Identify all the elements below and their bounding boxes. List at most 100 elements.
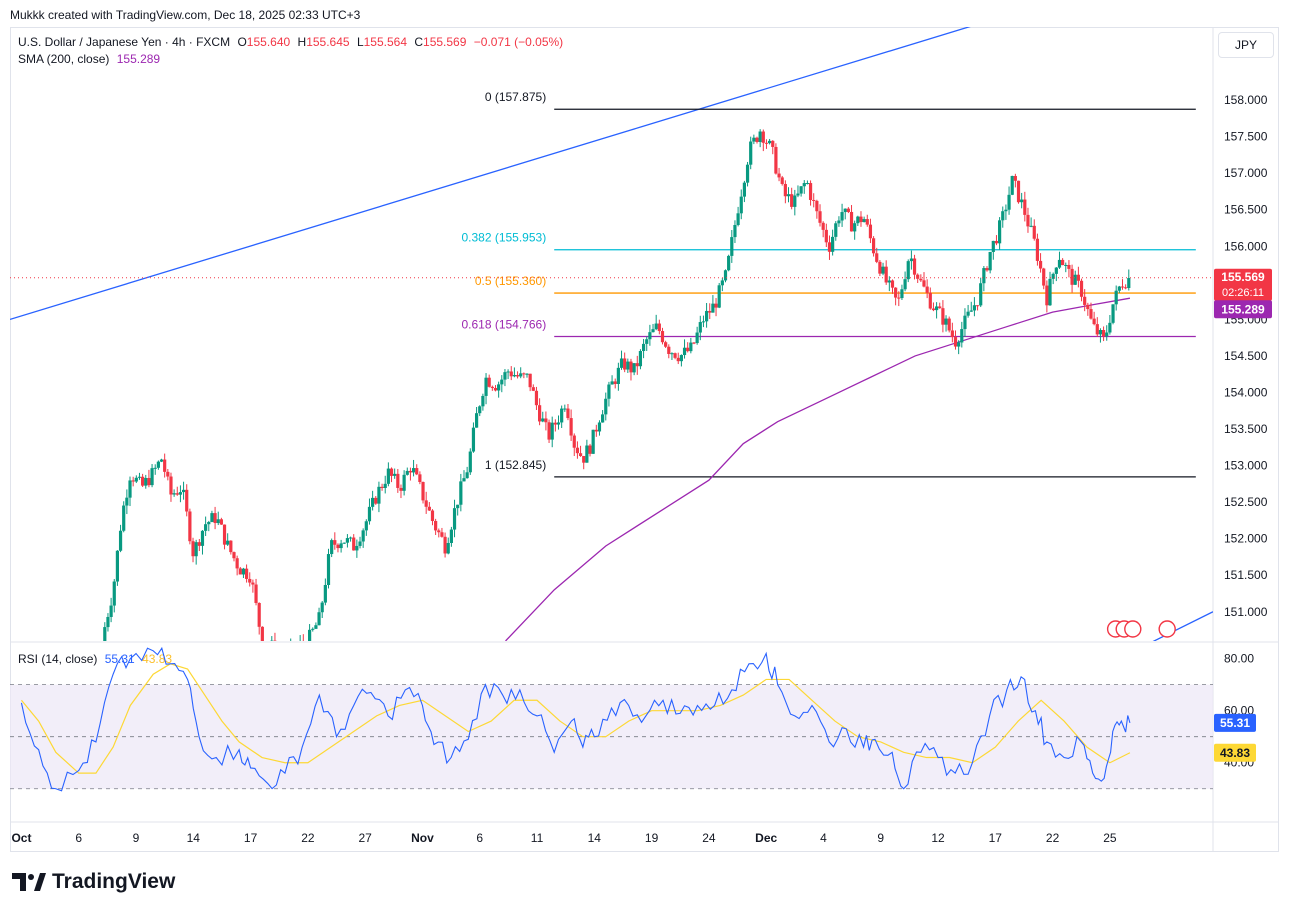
low-value: L155.564 — [356, 35, 408, 49]
candle-body — [865, 219, 869, 225]
price-tick-label: 152.500 — [1224, 495, 1268, 509]
price-tick-label: 152.000 — [1224, 532, 1268, 546]
bar-countdown: 02:26:11 — [1222, 287, 1264, 299]
fib-level-label: 1 (152.845) — [485, 458, 546, 472]
candle-body — [506, 371, 510, 373]
price-tick-label: 154.500 — [1224, 349, 1268, 363]
candle-body — [1089, 309, 1093, 319]
candle-body — [667, 346, 671, 354]
candle-body — [553, 422, 557, 425]
candle-body — [1054, 267, 1058, 274]
candle-body — [720, 280, 724, 286]
last-price-badge — [1214, 268, 1272, 301]
symbol-name[interactable]: U.S. Dollar / Japanese Yen · 4h · FXCM — [18, 35, 231, 49]
candle-body — [808, 183, 813, 200]
candle-body — [1098, 330, 1103, 335]
candle-body — [389, 468, 394, 476]
tradingview-logo: TradingView — [12, 870, 175, 894]
candle-body — [280, 651, 283, 654]
candle-body — [131, 480, 135, 482]
candle-body — [446, 542, 450, 554]
candle-body — [805, 183, 810, 185]
candle-body — [320, 602, 324, 613]
candle-body — [115, 550, 120, 582]
candle-body — [657, 323, 661, 332]
candle-body — [503, 372, 507, 380]
candle-body — [711, 303, 715, 313]
sma-line — [505, 297, 1131, 641]
time-tick-label: Nov — [411, 831, 434, 845]
candle-body — [944, 318, 948, 325]
candle-body — [818, 211, 822, 223]
candle-body — [163, 459, 167, 472]
candle-body — [626, 361, 630, 370]
rsi-label[interactable]: RSI (14, close) — [18, 652, 98, 666]
time-tick-label: 6 — [75, 831, 82, 845]
candle-body — [1108, 322, 1112, 333]
candle-body — [934, 306, 939, 311]
candle-body — [1101, 330, 1106, 337]
candle-body — [890, 280, 895, 288]
time-tick-label: 25 — [1103, 831, 1117, 845]
candle-body — [802, 183, 806, 187]
candle-body — [509, 371, 513, 377]
candle-body — [953, 337, 958, 347]
candle-body — [894, 287, 898, 298]
candle-body — [846, 208, 850, 212]
candle-body — [200, 530, 205, 546]
candle-body — [1004, 209, 1008, 212]
candle-body — [733, 225, 737, 238]
chart-frame — [10, 27, 1279, 852]
candle-body — [443, 536, 447, 554]
candle-body — [181, 489, 186, 493]
candle-body — [478, 406, 482, 414]
price-tick-label: 158.000 — [1224, 93, 1268, 107]
candle-body — [594, 429, 598, 432]
candle-body — [831, 236, 835, 252]
candle-body — [515, 375, 520, 377]
candle-body — [528, 373, 532, 388]
candle-body — [670, 353, 674, 355]
candle-body — [604, 398, 608, 415]
candle-body — [985, 268, 989, 271]
candle-body — [191, 541, 195, 557]
candle-body — [336, 544, 340, 549]
candle-body — [947, 318, 951, 331]
candle-body — [1086, 304, 1090, 310]
candle-body — [125, 497, 129, 506]
candle-body — [364, 521, 368, 531]
candle-body — [1035, 238, 1040, 261]
candle-body — [742, 182, 747, 197]
candle-body — [686, 347, 690, 352]
candle-body — [919, 278, 923, 281]
candle-body — [342, 542, 346, 544]
fib-level-label: 0.5 (155.360) — [475, 274, 546, 288]
candle-body — [1127, 278, 1131, 289]
candle-body — [1023, 199, 1027, 215]
fib-level-label: 0.382 (155.953) — [461, 231, 546, 245]
candle-body — [471, 427, 476, 452]
candle-body — [679, 355, 683, 362]
currency-button[interactable]: JPY — [1218, 32, 1274, 58]
candle-body — [824, 229, 828, 243]
candle-body — [367, 506, 372, 522]
price-tick-label: 154.000 — [1224, 385, 1268, 399]
candle-body — [459, 481, 463, 505]
candle-body — [254, 584, 258, 603]
candle-body — [267, 646, 270, 647]
candle-body — [371, 497, 375, 507]
sma-label[interactable]: SMA (200, close) — [18, 52, 110, 66]
candle-body — [175, 493, 179, 495]
candle-body — [216, 519, 220, 524]
time-tick-label: 27 — [358, 831, 372, 845]
candle-body — [764, 142, 769, 144]
candle-body — [323, 584, 327, 603]
time-tick-label: 12 — [931, 831, 945, 845]
candle-body — [481, 395, 485, 407]
candle-body — [563, 408, 567, 410]
candle-body — [519, 373, 523, 377]
candle-body — [1057, 259, 1062, 268]
symbol-header: U.S. Dollar / Japanese Yen · 4h · FXCM O… — [18, 35, 567, 49]
candle-body — [660, 331, 665, 343]
